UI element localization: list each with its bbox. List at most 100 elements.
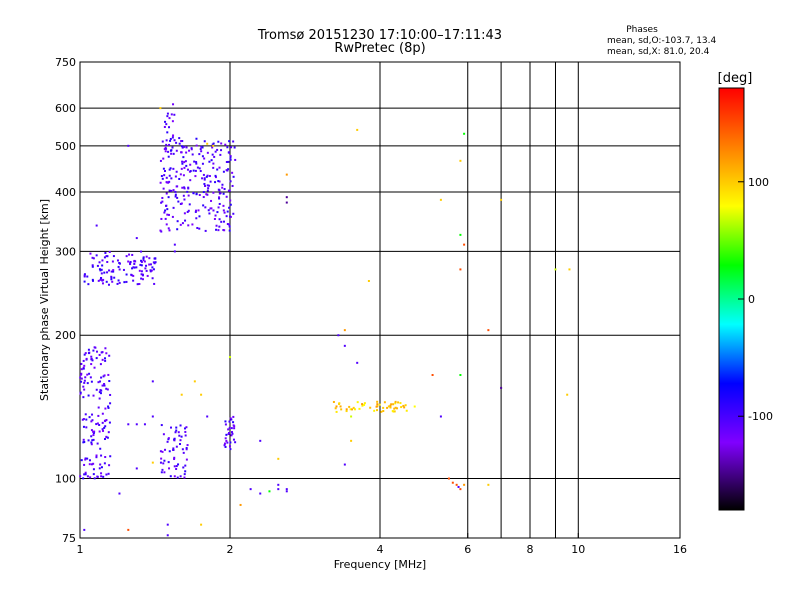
data-point [259,492,262,495]
data-point [175,429,178,432]
data-point [208,212,211,215]
data-point [80,459,83,462]
data-point [98,391,101,394]
data-point [223,188,226,191]
data-point [106,255,109,258]
data-point [162,167,165,170]
data-point [227,151,230,154]
data-point [222,204,225,207]
data-point [227,168,230,171]
data-point [227,160,230,163]
data-point [180,435,183,438]
data-point [172,189,175,192]
data-point [92,430,95,433]
data-point [116,282,119,285]
data-point [226,441,229,444]
data-point [220,142,223,145]
data-point [104,347,107,350]
data-point [234,441,237,444]
data-point [231,431,234,434]
data-point [189,163,192,166]
data-point [89,476,92,479]
data-point [168,126,171,129]
data-point [100,466,103,469]
data-point [204,206,207,209]
data-point [174,193,177,196]
data-point [103,382,106,385]
data-point [350,415,353,418]
data-point [183,476,186,479]
data-point [188,149,191,152]
data-point [219,153,222,156]
data-point [187,224,190,227]
data-point [208,175,211,178]
data-point [176,476,179,479]
data-point [229,203,232,206]
data-point [178,142,181,145]
data-point [175,426,178,429]
data-point [186,444,189,447]
y-tick-label: 750 [55,56,76,69]
data-point [354,408,357,411]
data-point [92,434,95,437]
data-point [216,211,219,214]
data-point [188,203,191,206]
data-point [229,441,232,444]
data-point [351,408,354,411]
data-point [106,388,109,391]
data-point [229,356,231,359]
data-point [218,192,221,195]
data-point [176,196,179,199]
data-point [109,455,112,458]
data-point [90,355,93,358]
data-point [101,264,104,267]
data-point [335,410,338,413]
data-point [225,433,228,436]
data-point [402,404,405,407]
data-point [382,406,385,409]
data-point [95,224,98,227]
data-point [193,160,196,163]
data-point [165,176,168,179]
data-point [168,450,171,453]
data-point [186,190,189,193]
y-tick-label: 100 [55,473,76,486]
data-point [170,177,173,180]
data-point [225,160,228,163]
data-point [101,412,104,415]
data-point [451,481,454,484]
data-point [93,366,96,369]
data-point [100,376,103,379]
data-point [183,145,186,148]
data-point [203,182,206,185]
data-point [182,451,185,454]
data-point [183,198,186,201]
data-point [95,454,98,457]
data-point [183,166,186,169]
data-point [107,431,110,434]
colorbar-label: [deg] [718,71,753,86]
data-point [356,128,359,131]
data-point [102,429,105,432]
data-point [167,181,170,184]
data-point [192,169,195,172]
data-point [112,270,115,273]
data-point [170,426,173,429]
data-point [110,276,113,279]
data-point [82,359,85,362]
data-point [218,197,221,200]
data-point [143,260,146,263]
data-point [127,423,130,426]
data-point [223,229,226,232]
data-point [87,348,90,351]
data-point [224,423,227,426]
data-point [160,201,163,204]
data-point [187,194,190,197]
chart-title: Tromsø 20151230 17:10:00–17:11:43 [257,28,502,43]
phases-header: Phases [626,25,658,35]
data-point [125,280,128,283]
data-point [165,192,168,195]
data-point [163,174,166,177]
data-point [173,139,176,142]
data-point [463,243,466,246]
